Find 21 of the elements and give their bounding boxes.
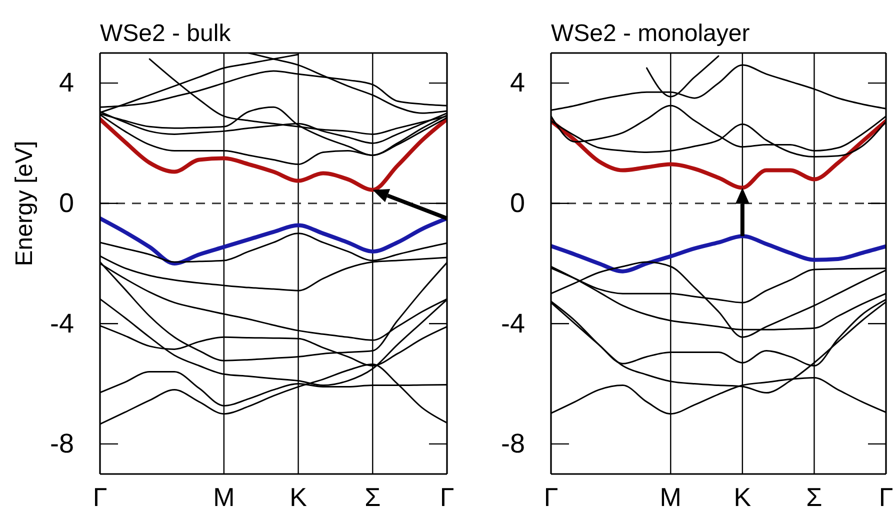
- y-tick-label: -8: [500, 428, 525, 459]
- y-tick-label: -4: [50, 308, 74, 338]
- y-tick-label: 0: [510, 188, 525, 218]
- y-tick-label: 4: [58, 68, 74, 98]
- x-tick-label: Σ: [806, 482, 822, 512]
- x-tick-label: K: [290, 482, 308, 512]
- y-tick-label: -8: [50, 428, 74, 459]
- x-tick-label: Σ: [364, 482, 381, 512]
- x-tick-label: M: [213, 482, 235, 512]
- chart-title: WSe2 - monolayer: [551, 20, 750, 47]
- y-tick-label: 0: [58, 188, 74, 218]
- x-tick-label: K: [734, 482, 752, 512]
- y-tick-label: 4: [510, 68, 525, 98]
- y-axis-title: Energy [eV]: [11, 140, 38, 266]
- x-tick-label: Γ: [440, 482, 454, 512]
- x-tick-label: Γ: [544, 482, 558, 512]
- y-tick-label: -4: [500, 308, 525, 338]
- x-tick-label: Γ: [878, 482, 894, 512]
- x-tick-label: M: [660, 482, 682, 512]
- x-tick-label: Γ: [92, 482, 108, 512]
- chart-title: WSe2 - bulk: [100, 20, 232, 47]
